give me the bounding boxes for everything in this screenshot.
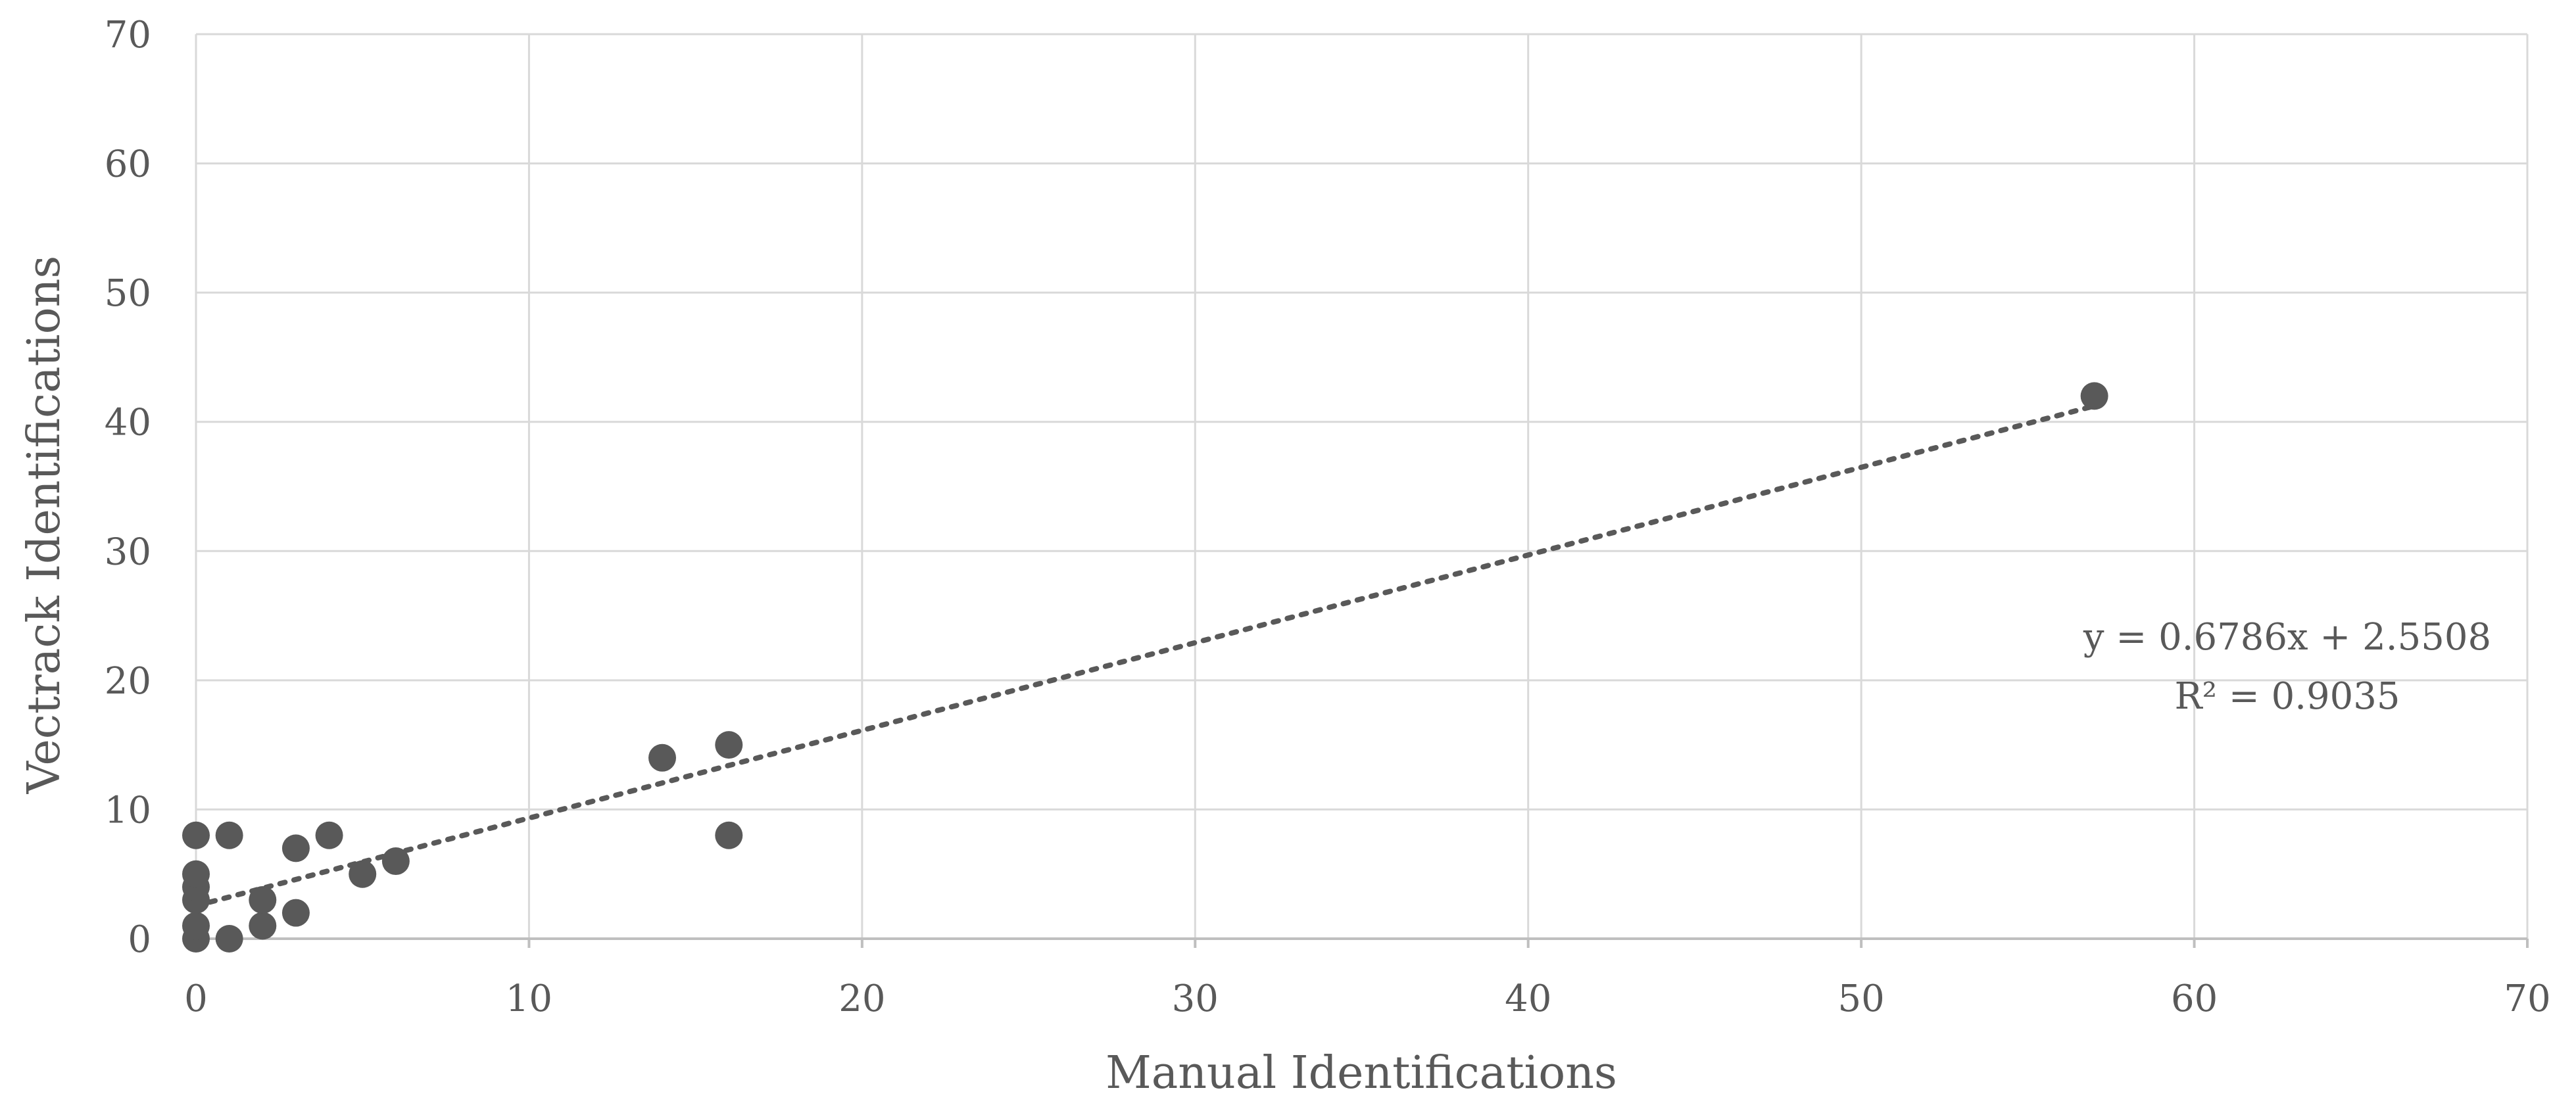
data-point-0-8 [249,912,277,940]
y-tick-label-0: 0 [128,918,151,961]
data-point-0-11 [281,834,310,862]
y-tick-label-50: 50 [105,272,151,315]
axes [195,937,2529,948]
tick-labels: 0 10 20 30 40 50 60 70 0 10 20 30 40 50 60 70 [105,14,2551,1020]
data-point-0-12 [315,821,343,849]
data-point-0-9 [249,886,277,914]
x-tick-label-60: 60 [2171,977,2218,1020]
data-point-0-10 [281,899,310,927]
grid-lines [195,33,2529,940]
data-point-0-13 [349,860,377,888]
y-axis-title: Vectrack Identifications [18,256,70,795]
data-point-0-17 [715,731,743,759]
x-tick-label-50: 50 [1838,977,1885,1020]
trendline-r-squared: R² = 0.9035 [2174,675,2400,718]
y-tick-label-70: 70 [105,14,151,57]
trendline-layer [193,403,2097,908]
data-point-0-15 [648,743,676,772]
data-point-0-14 [381,847,410,876]
x-tick-label-10: 10 [506,977,552,1020]
x-tick-label-70: 70 [2504,977,2550,1020]
data-point-0-6 [215,925,243,953]
data-points [182,382,2108,953]
x-axis-title: Manual Identifications [1106,1047,1617,1099]
x-tick-label-0: 0 [184,977,208,1020]
trendline-equation: y = 0.6786x + 2.5508 [2083,616,2491,659]
data-point-0-1 [182,912,210,940]
data-point-0-5 [182,821,210,849]
x-tick-label-40: 40 [1505,977,1551,1020]
y-tick-label-30: 30 [105,530,151,573]
trendline [193,403,2097,908]
y-tick-label-20: 20 [105,660,151,703]
y-tick-label-10: 10 [105,789,151,832]
y-tick-label-60: 60 [105,143,151,186]
data-point-0-16 [715,821,743,849]
data-point-0-4 [182,860,210,888]
x-tick-label-20: 20 [838,977,885,1020]
y-tick-label-40: 40 [105,402,151,444]
x-tick-label-30: 30 [1172,977,1219,1020]
data-point-0-18 [2080,382,2108,410]
data-point-0-7 [215,821,243,849]
